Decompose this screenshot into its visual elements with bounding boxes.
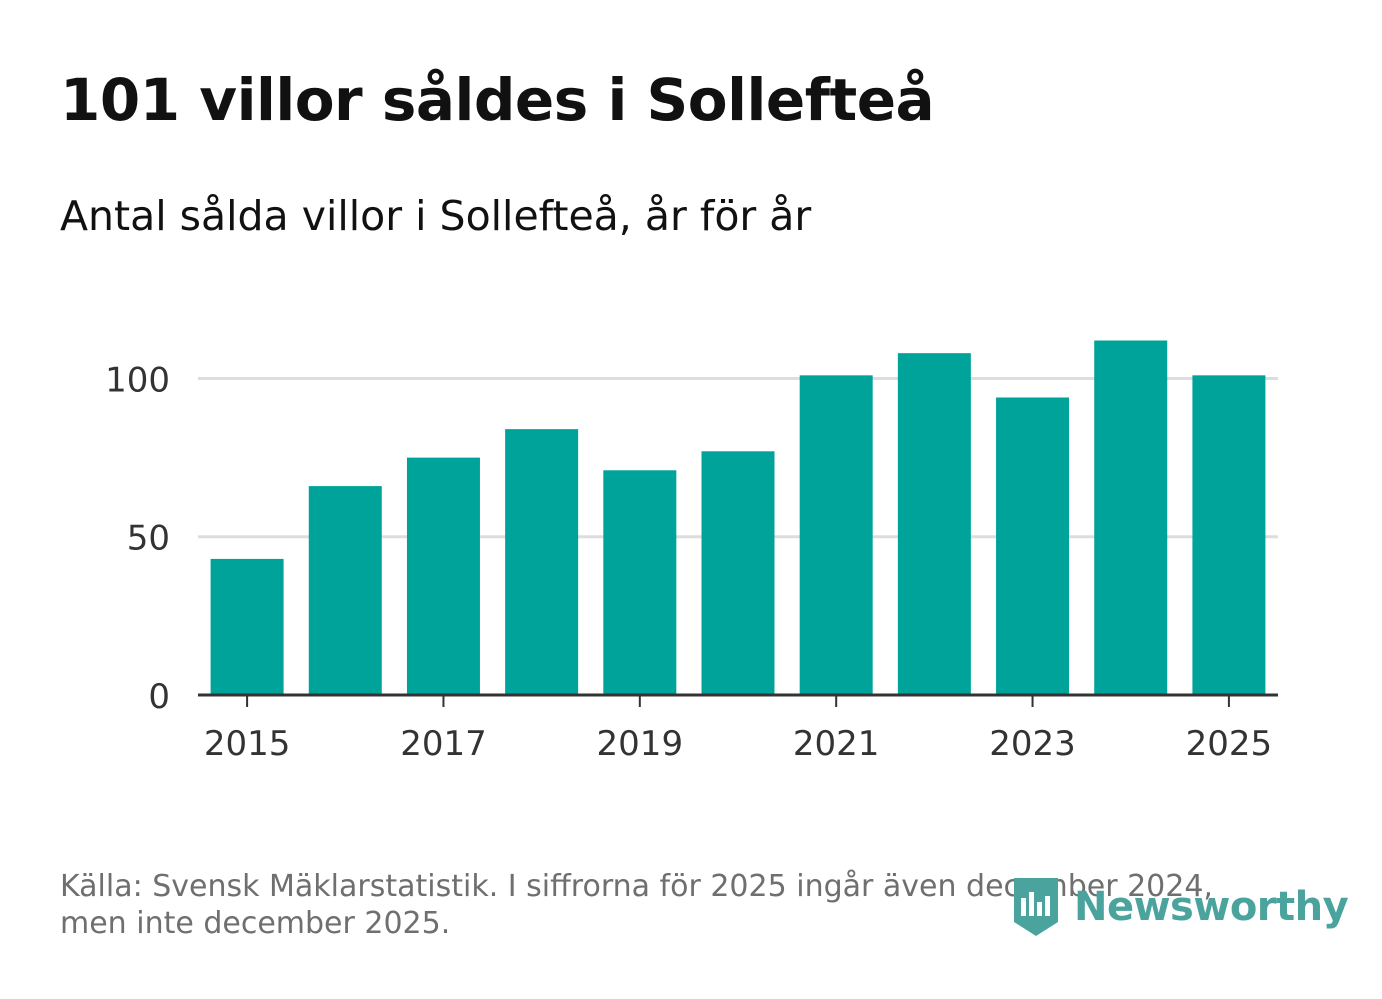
brand-name: Newsworthy [1074, 884, 1349, 930]
bar-2016 [308, 486, 382, 695]
x-tick-label: 2023 [989, 724, 1076, 764]
source-line-2: men inte december 2025. [60, 906, 451, 941]
y-tick-label: 0 [148, 677, 170, 717]
bar-2020 [701, 451, 775, 695]
brand-logo: Newsworthy [1010, 874, 1349, 940]
bar-2017 [406, 457, 480, 695]
y-tick-label: 100 [105, 360, 170, 400]
y-tick-label: 50 [127, 519, 170, 559]
y-axis-labels: 0 50 100 [105, 360, 170, 717]
x-tick-label: 2021 [793, 724, 880, 764]
x-tick-label: 2019 [597, 724, 684, 764]
x-tick-label: 2025 [1186, 724, 1273, 764]
bar-2025 [1192, 375, 1266, 695]
bar-2018 [505, 429, 579, 695]
newsworthy-logo-icon [1014, 878, 1058, 936]
bar-2021 [799, 375, 873, 695]
chart-title: 101 villor såldes i Sollefteå [60, 66, 935, 134]
x-tick-label: 2017 [400, 724, 487, 764]
bar-2022 [897, 353, 971, 695]
bar-2015 [210, 558, 284, 695]
bar-2019 [603, 470, 677, 695]
x-axis-labels: 2015 2017 2019 2021 2023 2025 [204, 724, 1272, 764]
x-axis [198, 693, 1278, 707]
bar-2023 [996, 397, 1070, 695]
bars [210, 340, 1266, 695]
bar-2024 [1094, 340, 1168, 695]
x-tick-label: 2015 [204, 724, 291, 764]
chart-subtitle: Antal sålda villor i Sollefteå, år för å… [60, 192, 812, 240]
